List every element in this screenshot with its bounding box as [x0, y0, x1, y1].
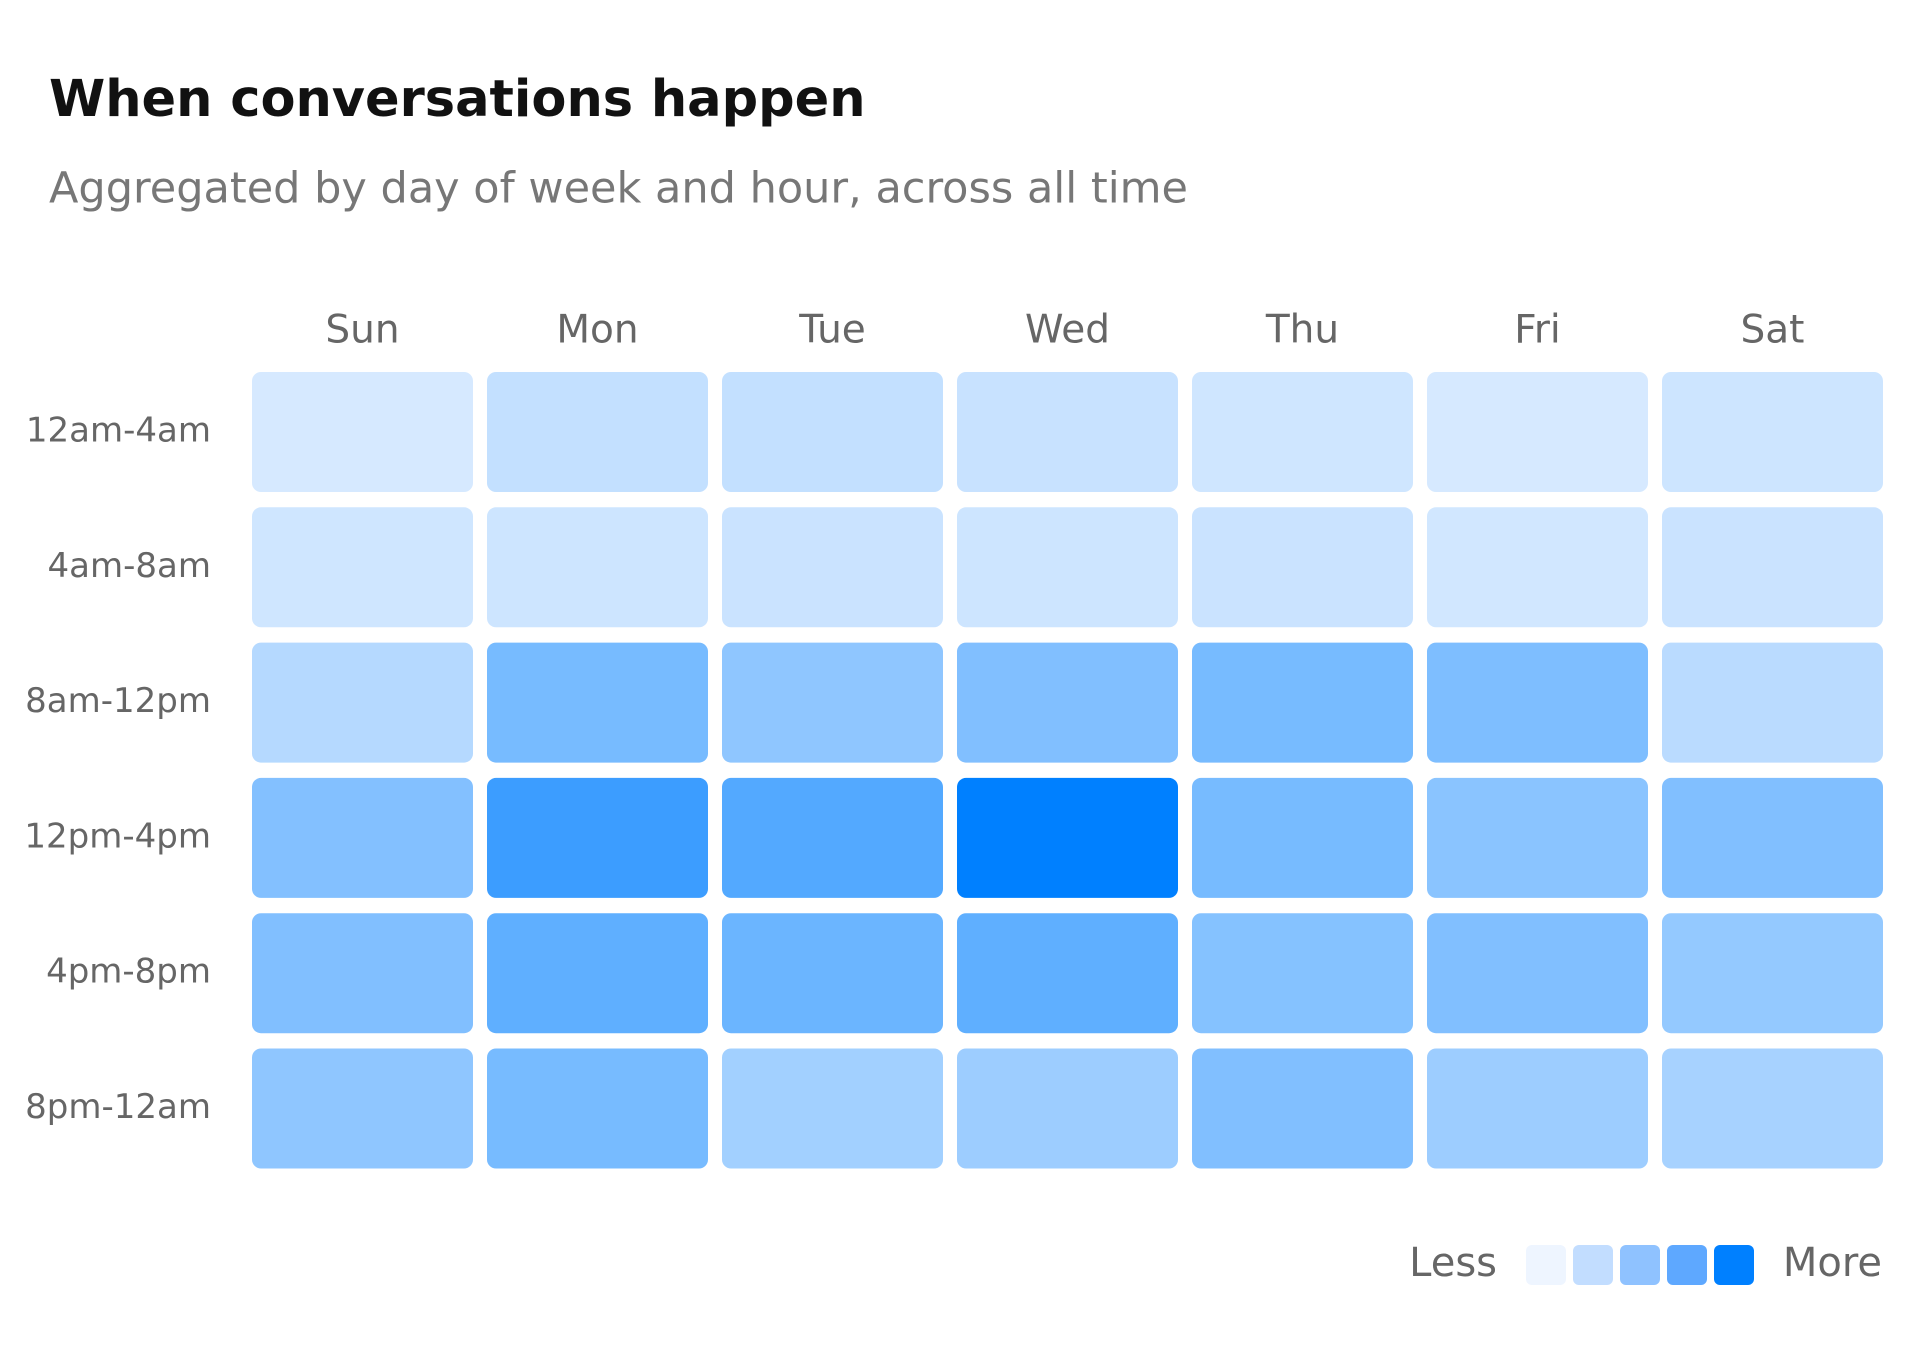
- heatmap-cell: [722, 642, 943, 763]
- chart-subtitle: Aggregated by day of week and hour, acro…: [49, 164, 1188, 214]
- legend-swatch: [1620, 1245, 1660, 1285]
- heatmap-cell: [1427, 777, 1648, 898]
- row-label: 12pm-4pm: [24, 816, 211, 856]
- column-label: Fri: [1514, 308, 1560, 353]
- heatmap-cell: [1192, 507, 1413, 628]
- heatmap-cell: [957, 913, 1178, 1034]
- heatmap-cell: [252, 777, 473, 898]
- heatmap-cell: [957, 507, 1178, 628]
- heatmap-cell: [1427, 913, 1648, 1034]
- legend-swatch: [1526, 1245, 1566, 1285]
- heatmap-cell: [1662, 777, 1883, 898]
- heatmap-cell: [487, 777, 708, 898]
- column-label: Sun: [325, 308, 399, 353]
- heatmap-cell: [1192, 913, 1413, 1034]
- row-label: 4am-8am: [48, 546, 211, 586]
- heatmap-cell: [1662, 372, 1883, 492]
- heatmap-cell: [1192, 777, 1413, 898]
- row-label: 4pm-8pm: [46, 952, 211, 992]
- heatmap-cell: [1192, 1048, 1413, 1169]
- heatmap-cell: [1427, 642, 1648, 763]
- heatmap-cell: [957, 1048, 1178, 1169]
- column-label: Tue: [798, 308, 866, 353]
- heatmap-cell: [252, 642, 473, 763]
- legend-more: More: [1783, 1240, 1882, 1286]
- heatmap-cell: [1662, 913, 1883, 1034]
- column-label: Sat: [1741, 308, 1805, 353]
- legend-less: Less: [1409, 1240, 1497, 1286]
- heatmap-cell: [1192, 372, 1413, 492]
- heatmap-cell: [252, 1048, 473, 1169]
- row-label: 8pm-12am: [25, 1087, 211, 1127]
- heatmap-cell: [252, 913, 473, 1034]
- heatmap-cell: [1427, 1048, 1648, 1169]
- legend-swatch: [1573, 1245, 1613, 1285]
- heatmap-cell: [487, 913, 708, 1034]
- heatmap-cell: [957, 372, 1178, 492]
- heatmap-cell: [722, 913, 943, 1034]
- heatmap-cell: [957, 642, 1178, 763]
- legend-swatch: [1667, 1245, 1707, 1285]
- heatmap-cell: [487, 372, 708, 492]
- heatmap-cell: [722, 1048, 943, 1169]
- heatmap-cell: [722, 372, 943, 492]
- heatmap-cell: [722, 777, 943, 898]
- heatmap-cell: [1662, 1048, 1883, 1169]
- heatmap-cell: [487, 642, 708, 763]
- heatmap-cell: [1192, 642, 1413, 763]
- heatmap-cell: [1662, 507, 1883, 628]
- column-label: Thu: [1265, 308, 1339, 353]
- heatmap-cell: [252, 507, 473, 628]
- column-label: Wed: [1025, 308, 1110, 353]
- chart-title: When conversations happen: [49, 70, 866, 129]
- heatmap-cell: [1662, 642, 1883, 763]
- heatmap-cell: [957, 777, 1178, 898]
- heatmap-cell: [487, 1048, 708, 1169]
- legend-swatch: [1714, 1245, 1754, 1285]
- heatmap-cell: [1427, 372, 1648, 492]
- heatmap-cell: [722, 507, 943, 628]
- heatmap-cell: [487, 507, 708, 628]
- heatmap-cell: [252, 372, 473, 492]
- column-label: Mon: [556, 308, 638, 353]
- row-label: 8am-12pm: [25, 681, 211, 721]
- row-label: 12am-4am: [26, 411, 211, 451]
- heatmap-cell: [1427, 507, 1648, 628]
